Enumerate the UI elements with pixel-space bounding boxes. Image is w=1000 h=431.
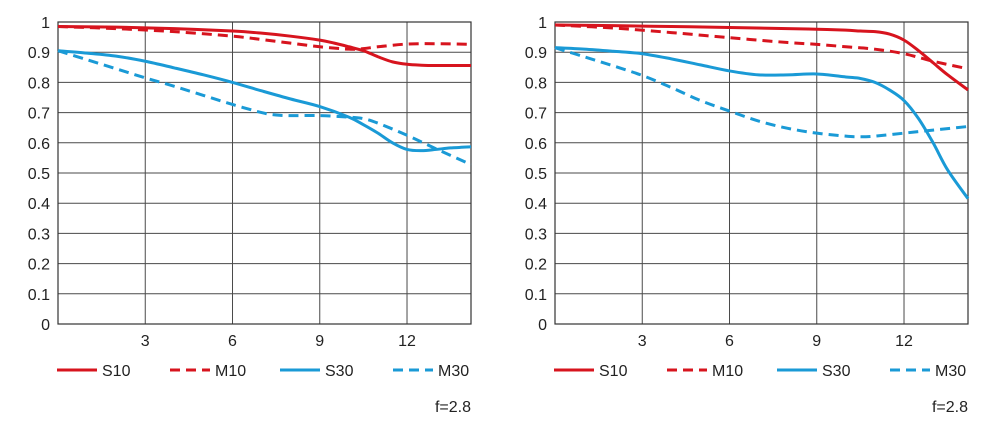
y-tick-label: 0.5 [28, 166, 50, 183]
y-tick-label: 0.4 [525, 196, 547, 213]
series-line-s30 [554, 46, 970, 200]
plot-frame [57, 21, 472, 325]
x-tick-label: 6 [228, 333, 237, 350]
y-tick-label: 0 [538, 317, 547, 334]
mtf-chart-right: 0 0.1 0.2 0.3 0.4 0.5 0.6 0.7 0.8 0.9 1 3 6 9 12 S10 M10… [497, 0, 997, 426]
mtf-chart-left: 0 0.1 0.2 0.3 0.4 0.5 0.6 0.7 0.8 0.9 1 3 6 9 12 S10 M10… [0, 0, 500, 426]
legend-label-s10: S10 [599, 363, 628, 380]
legend-label-m10: M10 [215, 363, 246, 380]
y-tick-label: 1 [538, 15, 547, 32]
mtf-chart-right-svg: 0 0.1 0.2 0.3 0.4 0.5 0.6 0.7 0.8 0.9 1 3 6 9 12 S10 M10… [525, 15, 970, 416]
series-line-m30 [554, 46, 969, 139]
series-line-m10 [554, 23, 969, 71]
aperture-annotation: f=2.8 [932, 399, 968, 416]
x-tick-label: 12 [398, 333, 416, 350]
y-tick-label: 0.6 [525, 136, 547, 153]
y-tick-label: 0.3 [28, 226, 50, 243]
y-tick-label: 0.9 [525, 45, 547, 62]
y-tick-label: 0.7 [525, 106, 547, 123]
series-line-s30 [57, 49, 472, 153]
x-tick-label: 9 [315, 333, 324, 350]
legend-label-m30: M30 [935, 363, 966, 380]
y-tick-label: 0.2 [525, 257, 547, 274]
y-tick-label: 0.3 [525, 226, 547, 243]
x-tick-label: 12 [895, 333, 913, 350]
y-tick-label: 0.6 [28, 136, 50, 153]
x-tick-label: 3 [141, 333, 150, 350]
series-line-s10 [554, 23, 969, 92]
legend-label-m10: M10 [712, 363, 743, 380]
series-line-m10 [57, 25, 472, 51]
y-tick-label: 0.7 [28, 106, 50, 123]
y-tick-label: 0.5 [525, 166, 547, 183]
mtf-chart-left-svg: 0 0.1 0.2 0.3 0.4 0.5 0.6 0.7 0.8 0.9 1 3 6 9 12 S10 M10… [28, 15, 472, 416]
series-line-m30 [57, 49, 472, 166]
legend-label-s30: S30 [325, 363, 354, 380]
y-tick-label: 0.4 [28, 196, 50, 213]
x-tick-label: 9 [812, 333, 821, 350]
y-tick-label: 0.1 [28, 287, 50, 304]
y-tick-label: 0.9 [28, 45, 50, 62]
y-tick-label: 0.2 [28, 257, 50, 274]
y-tick-label: 0 [41, 317, 50, 334]
legend-label-m30: M30 [438, 363, 469, 380]
legend-label-s30: S30 [822, 363, 851, 380]
series-line-s10 [57, 25, 472, 68]
plot-frame [554, 21, 969, 325]
aperture-annotation: f=2.8 [435, 399, 471, 416]
legend-label-s10: S10 [102, 363, 131, 380]
y-tick-label: 0.8 [28, 75, 50, 92]
x-tick-label: 6 [725, 333, 734, 350]
x-tick-label: 3 [638, 333, 647, 350]
y-tick-label: 0.1 [525, 287, 547, 304]
y-tick-label: 1 [41, 15, 50, 32]
y-tick-label: 0.8 [525, 75, 547, 92]
